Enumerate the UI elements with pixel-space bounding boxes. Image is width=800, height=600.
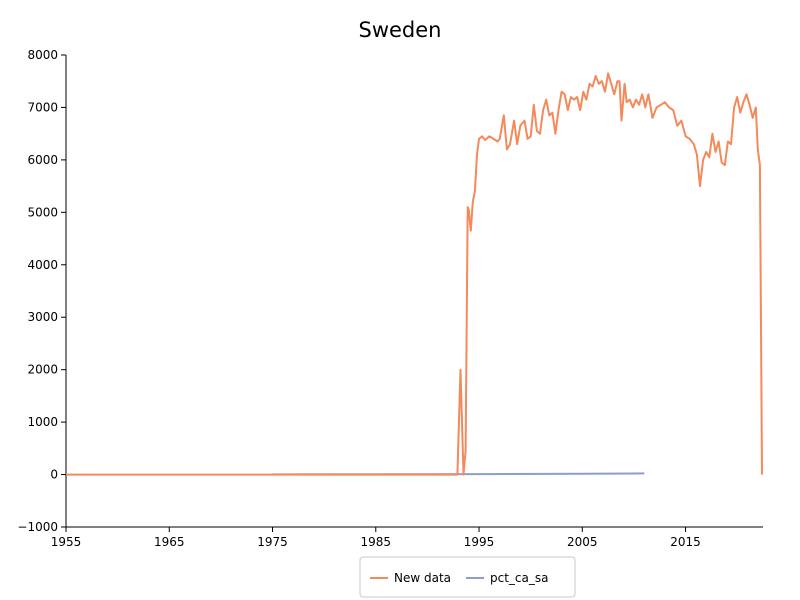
y-tick-label: 5000 [27,205,58,219]
legend-label-new-data: New data [394,571,451,585]
y-tick-label: 8000 [27,48,58,62]
y-tick-label: 6000 [27,153,58,167]
legend: New data pct_ca_sa [359,556,576,598]
chart-title: Sweden [359,18,442,42]
y-tick-label: 4000 [27,258,58,272]
y-tick-label: 1000 [27,415,58,429]
y-tick-label: 2000 [27,363,58,377]
y-tick-label: 0 [50,468,58,482]
x-tick-label: 1995 [464,535,495,549]
x-tick-label: 2005 [567,535,598,549]
axes: −1000 0 1000 2000 3000 4000 5000 6000 7000 8000 19… [17,48,763,549]
series-line-new-data [66,72,763,476]
legend-label-pct-ca-sa: pct_ca_sa [490,571,548,585]
x-tick-label: 1965 [154,535,185,549]
x-tick-label: 1955 [51,535,82,549]
x-tick-label: 2015 [670,535,701,549]
series-layer [66,72,763,476]
y-tick-label: 7000 [27,100,58,114]
y-tick-label: −1000 [17,520,58,534]
y-tick-label: 3000 [27,310,58,324]
x-tick-label: 1975 [257,535,288,549]
x-tick-label: 1985 [361,535,392,549]
